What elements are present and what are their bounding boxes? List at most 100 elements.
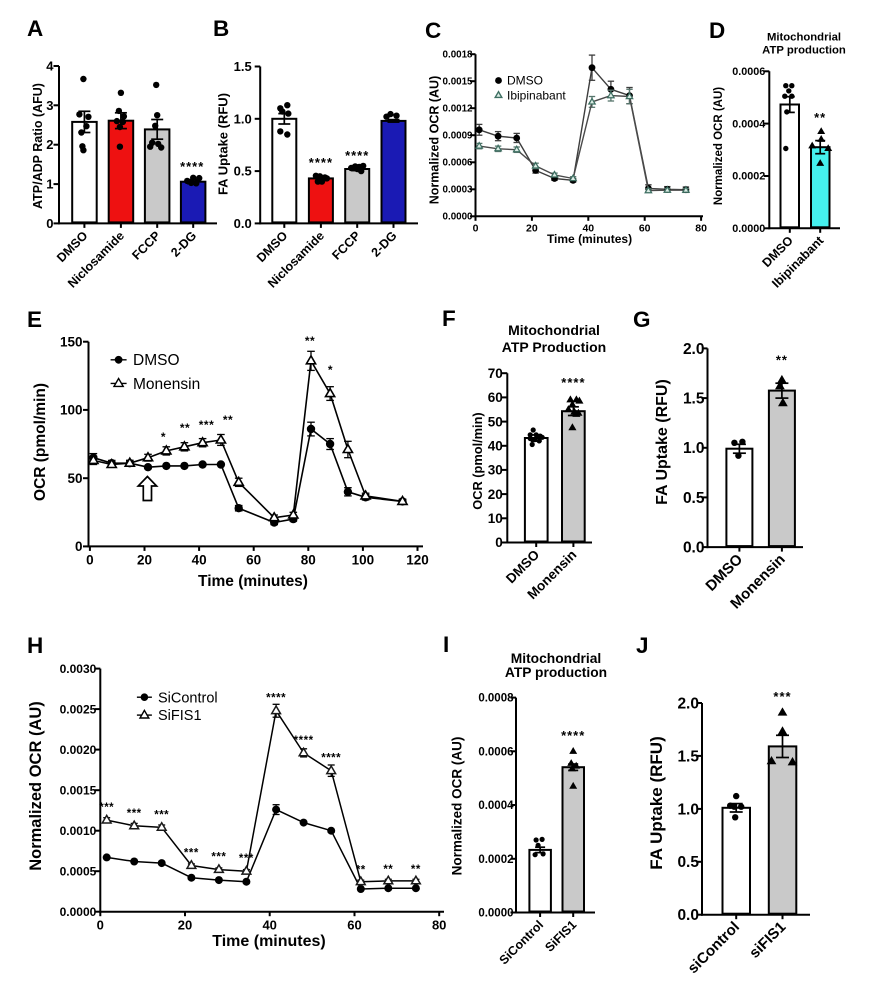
svg-text:ATP production: ATP production bbox=[505, 665, 607, 680]
svg-text:80: 80 bbox=[301, 553, 316, 568]
svg-text:FA Uptake (RFU): FA Uptake (RFU) bbox=[647, 736, 666, 870]
svg-text:ATP Production: ATP Production bbox=[502, 339, 606, 355]
svg-text:100: 100 bbox=[60, 403, 83, 418]
svg-text:***: *** bbox=[127, 808, 142, 820]
svg-text:1.5: 1.5 bbox=[683, 391, 705, 408]
svg-text:Mitochondrial: Mitochondrial bbox=[508, 322, 600, 338]
svg-text:G: G bbox=[633, 307, 651, 332]
svg-text:0.0000: 0.0000 bbox=[443, 212, 474, 223]
svg-text:0: 0 bbox=[495, 535, 503, 550]
svg-text:Normalized OCR (AU): Normalized OCR (AU) bbox=[27, 701, 45, 871]
svg-text:0.0025: 0.0025 bbox=[60, 702, 97, 716]
svg-text:0: 0 bbox=[97, 917, 104, 932]
svg-text:Normalized OCR (AU): Normalized OCR (AU) bbox=[713, 87, 725, 205]
svg-text:0.0018: 0.0018 bbox=[443, 50, 474, 61]
svg-text:**: ** bbox=[180, 421, 190, 435]
svg-text:2: 2 bbox=[46, 137, 53, 152]
svg-text:80: 80 bbox=[432, 917, 446, 932]
svg-text:2-DG: 2-DG bbox=[168, 229, 199, 260]
svg-text:0.0002: 0.0002 bbox=[732, 171, 765, 183]
svg-text:SiFIS1: SiFIS1 bbox=[542, 918, 579, 955]
svg-text:**: ** bbox=[411, 864, 421, 876]
svg-text:0.0010: 0.0010 bbox=[60, 824, 97, 838]
svg-text:*: * bbox=[328, 363, 333, 377]
svg-text:Time (minutes): Time (minutes) bbox=[198, 573, 308, 590]
svg-text:Time (minutes): Time (minutes) bbox=[212, 933, 326, 950]
svg-text:F: F bbox=[442, 306, 456, 331]
svg-text:***: *** bbox=[99, 802, 114, 814]
svg-text:****: **** bbox=[561, 375, 585, 390]
svg-text:**: ** bbox=[776, 353, 788, 368]
svg-text:B: B bbox=[213, 16, 229, 41]
svg-text:**: ** bbox=[356, 865, 366, 877]
svg-text:***: *** bbox=[184, 848, 199, 860]
svg-text:0.0: 0.0 bbox=[677, 907, 699, 924]
svg-text:Normalized OCR (AU): Normalized OCR (AU) bbox=[450, 737, 465, 876]
svg-text:40: 40 bbox=[582, 223, 594, 235]
svg-text:****: **** bbox=[321, 753, 341, 765]
svg-text:****: **** bbox=[294, 735, 314, 747]
svg-text:siFIS1: siFIS1 bbox=[746, 919, 789, 962]
svg-text:0.0004: 0.0004 bbox=[732, 118, 765, 130]
svg-text:0.0012: 0.0012 bbox=[443, 104, 474, 115]
svg-text:3: 3 bbox=[46, 98, 53, 113]
svg-text:SiControl: SiControl bbox=[497, 918, 547, 968]
svg-text:Mitochondrial: Mitochondrial bbox=[511, 651, 601, 666]
svg-text:FCCP: FCCP bbox=[329, 229, 363, 263]
svg-text:0: 0 bbox=[46, 216, 53, 231]
svg-text:FA Uptake (RFU): FA Uptake (RFU) bbox=[216, 93, 231, 195]
svg-text:60: 60 bbox=[246, 553, 261, 568]
svg-text:***: *** bbox=[199, 418, 215, 432]
svg-text:60: 60 bbox=[347, 917, 361, 932]
svg-text:Normalized OCR (AU): Normalized OCR (AU) bbox=[428, 76, 442, 204]
svg-text:C: C bbox=[425, 18, 441, 43]
svg-text:Time (minutes): Time (minutes) bbox=[547, 232, 632, 246]
svg-text:0.0002: 0.0002 bbox=[478, 854, 513, 866]
svg-text:H: H bbox=[27, 633, 43, 658]
svg-text:1.0: 1.0 bbox=[234, 111, 252, 126]
svg-text:40: 40 bbox=[192, 553, 207, 568]
svg-text:A: A bbox=[27, 16, 43, 41]
svg-text:****: **** bbox=[309, 155, 333, 170]
svg-text:0.5: 0.5 bbox=[683, 490, 705, 507]
svg-text:20: 20 bbox=[488, 487, 503, 502]
svg-text:***: *** bbox=[239, 853, 254, 865]
svg-text:4: 4 bbox=[46, 59, 54, 74]
svg-text:0.0006: 0.0006 bbox=[478, 746, 513, 758]
svg-text:siControl: siControl bbox=[684, 919, 743, 978]
svg-text:**: ** bbox=[223, 413, 233, 427]
svg-text:I: I bbox=[443, 632, 449, 657]
svg-text:DMSO: DMSO bbox=[133, 352, 180, 369]
svg-text:0: 0 bbox=[75, 539, 83, 554]
svg-text:0.0: 0.0 bbox=[683, 540, 705, 557]
svg-text:0.0020: 0.0020 bbox=[60, 743, 97, 757]
svg-text:2-DG: 2-DG bbox=[369, 229, 400, 260]
svg-text:0.0015: 0.0015 bbox=[60, 783, 97, 797]
svg-text:0.0006: 0.0006 bbox=[732, 66, 765, 78]
svg-text:20: 20 bbox=[526, 223, 538, 235]
svg-text:0.0008: 0.0008 bbox=[478, 693, 514, 705]
svg-text:1: 1 bbox=[46, 177, 53, 192]
svg-text:ATP production: ATP production bbox=[762, 45, 846, 57]
svg-text:SiFIS1: SiFIS1 bbox=[158, 708, 202, 724]
svg-text:ATP/ADP Ratio (AFU): ATP/ADP Ratio (AFU) bbox=[31, 83, 45, 209]
svg-text:20: 20 bbox=[178, 917, 192, 932]
svg-text:0: 0 bbox=[86, 553, 94, 568]
svg-text:80: 80 bbox=[695, 223, 707, 235]
svg-text:40: 40 bbox=[488, 439, 503, 454]
svg-text:*: * bbox=[161, 430, 166, 444]
svg-text:1.0: 1.0 bbox=[677, 801, 699, 818]
svg-text:0.0000: 0.0000 bbox=[478, 908, 513, 920]
svg-text:0.0005: 0.0005 bbox=[60, 864, 97, 878]
svg-text:120: 120 bbox=[406, 553, 429, 568]
svg-text:70: 70 bbox=[488, 366, 503, 381]
svg-text:1.5: 1.5 bbox=[234, 59, 252, 74]
svg-text:Mitochondrial: Mitochondrial bbox=[767, 32, 841, 44]
svg-text:0.5: 0.5 bbox=[234, 164, 252, 179]
svg-text:0.0006: 0.0006 bbox=[443, 158, 474, 169]
svg-text:40: 40 bbox=[262, 917, 276, 932]
svg-text:****: **** bbox=[345, 148, 369, 163]
svg-text:1.0: 1.0 bbox=[683, 440, 705, 457]
svg-text:50: 50 bbox=[488, 414, 503, 429]
svg-text:0.0015: 0.0015 bbox=[443, 77, 474, 88]
